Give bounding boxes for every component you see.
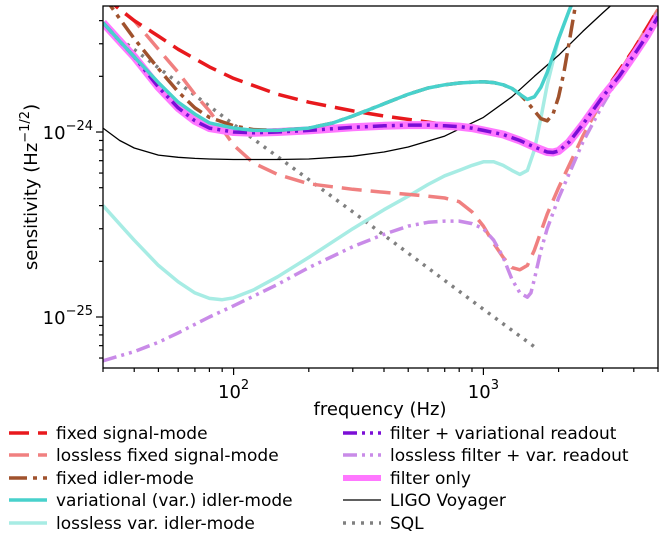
- legend-label: lossless fixed signal-mode: [56, 446, 279, 466]
- plot-frame: [102, 5, 659, 369]
- legend-label: fixed idler-mode: [56, 469, 194, 489]
- series-line-lossless-fixed-signal-mode: [113, 6, 658, 272]
- x-tick-label: 103: [468, 378, 499, 403]
- series-line-filter-variational-readout: [103, 15, 658, 155]
- series-line-lossless-var-idler-mode: [103, 6, 573, 302]
- legend-label: filter only: [390, 469, 471, 489]
- tick-labels: 102 103 10−25 10−24: [43, 119, 499, 403]
- y-tick-label: 10−24: [43, 119, 93, 144]
- legend-item-sql: SQL: [343, 514, 424, 534]
- legend-item-filter-only: filter only: [343, 469, 471, 489]
- legend-item-fixed-idler-mode: fixed idler-mode: [9, 469, 194, 489]
- series-layer: [103, 6, 658, 363]
- legend-item-ligo-voyager: LIGO Voyager: [343, 491, 506, 511]
- series-line-ligo-voyager: [103, 6, 612, 161]
- series-line-fixed-idler-mode: [108, 6, 578, 133]
- ticks-layer: [96, 20, 659, 375]
- y-tick-label: 10−25: [43, 304, 93, 329]
- legend-item-variational-var-idler-mode: variational (var.) idler-mode: [9, 491, 293, 511]
- series-line-variational-var-idler-mode: [103, 6, 573, 133]
- legend-label: lossless filter + var. readout: [390, 446, 629, 466]
- legend-item-fixed-signal-mode: fixed signal-mode: [9, 424, 208, 444]
- legend-label: fixed signal-mode: [56, 424, 208, 444]
- series-line-lossless-filter-var-readout: [103, 12, 658, 363]
- legend-label: filter + variational readout: [390, 424, 617, 444]
- x-axis-label: frequency (Hz): [313, 399, 446, 420]
- legend-item-lossless-fixed-signal-mode: lossless fixed signal-mode: [9, 446, 279, 466]
- x-tick-label: 102: [218, 378, 249, 403]
- legend-item-lossless-filter-var-readout: lossless filter + var. readout: [343, 446, 629, 466]
- legend-label: variational (var.) idler-mode: [56, 491, 293, 511]
- legend-label: SQL: [390, 514, 424, 534]
- y-axis-label: sensitivity (Hz−1/2): [18, 104, 42, 270]
- series-line-sql: [118, 37, 536, 349]
- legend-item-lossless-var-idler-mode: lossless var. idler-mode: [9, 514, 255, 534]
- legend-label: lossless var. idler-mode: [56, 514, 255, 534]
- legend-label: LIGO Voyager: [390, 491, 506, 511]
- legend-item-filter-variational-readout: filter + variational readout: [343, 424, 617, 444]
